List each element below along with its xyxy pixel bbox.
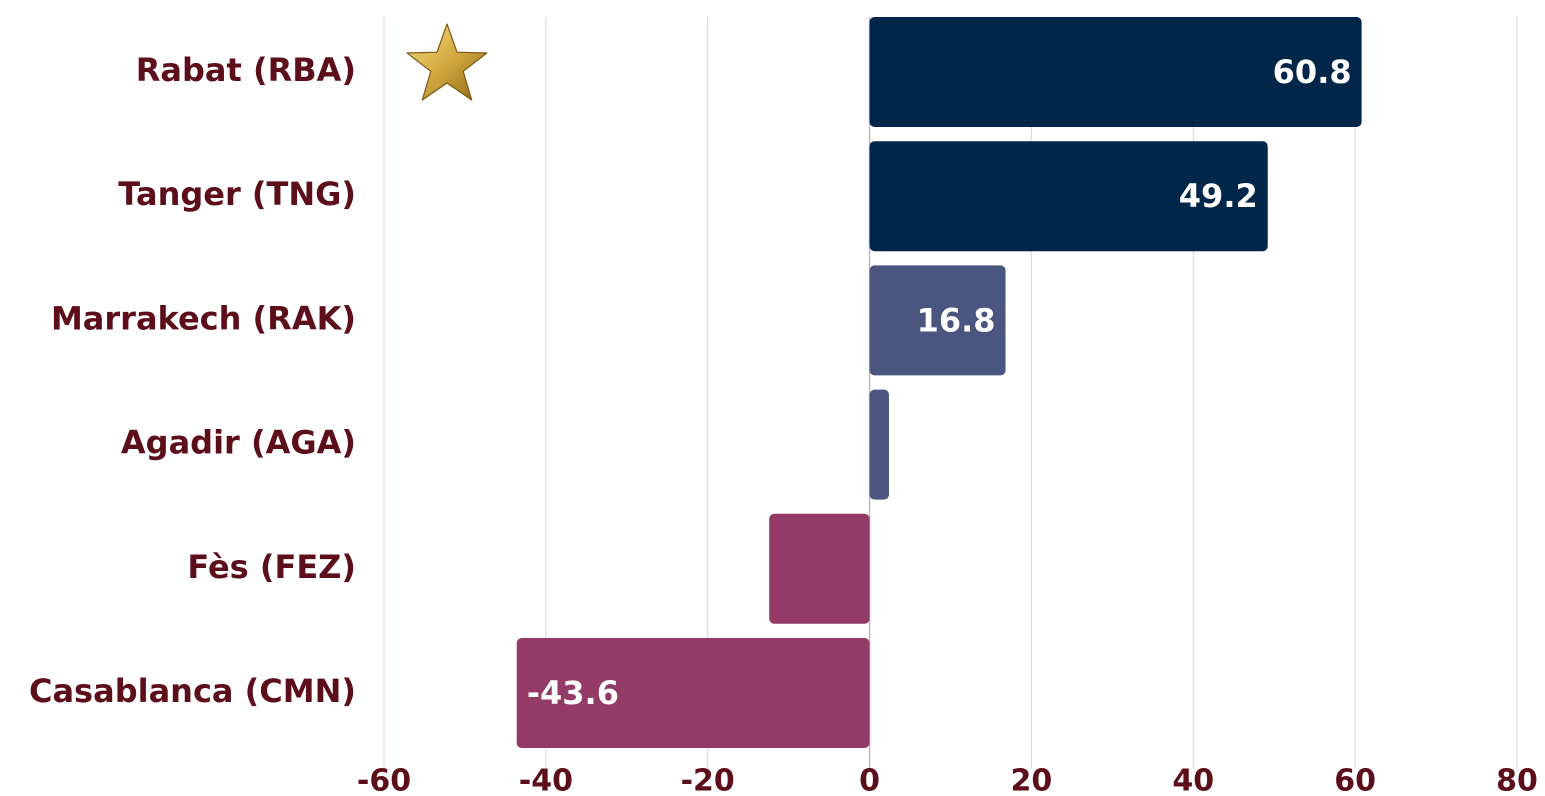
- data-labels: 60.8 49.2 16.8 -43.6: [527, 53, 1352, 712]
- category-labels: Rabat (RBA) Tanger (TNG) Marrakech (RAK) Ag…: [29, 51, 356, 710]
- x-axis-ticks: -60 -40 -20 0 20 40 60 80: [357, 764, 1538, 796]
- bar: [869, 265, 1006, 376]
- x-tick-label: -20: [681, 764, 735, 796]
- x-tick-label: -40: [519, 764, 573, 796]
- bar: [516, 638, 870, 748]
- x-tick-label: 40: [1172, 764, 1214, 796]
- category-label: Casablanca (CMN): [29, 672, 356, 710]
- category-label: Agadir (AGA): [121, 424, 356, 462]
- x-tick-label: 20: [1011, 764, 1053, 796]
- x-tick-label: 0: [859, 764, 880, 796]
- bar: [869, 389, 889, 500]
- data-label: 16.8: [917, 301, 996, 339]
- highlight-markers: [406, 23, 488, 101]
- data-label: 49.2: [1179, 177, 1258, 215]
- data-label: 60.8: [1273, 53, 1352, 91]
- x-tick-label: 60: [1334, 764, 1376, 796]
- x-tick-label: -60: [357, 764, 411, 796]
- bars: [516, 17, 1362, 748]
- category-label: Tanger (TNG): [118, 175, 356, 213]
- gold-star-icon: [406, 23, 488, 101]
- bar: [869, 17, 1362, 127]
- bar: [769, 513, 870, 624]
- category-label: Rabat (RBA): [136, 51, 356, 89]
- category-label: Fès (FEZ): [187, 548, 356, 586]
- data-label: -43.6: [527, 674, 619, 712]
- x-tick-label: 80: [1496, 764, 1538, 796]
- bar: [869, 141, 1268, 252]
- category-label: Marrakech (RAK): [51, 299, 356, 337]
